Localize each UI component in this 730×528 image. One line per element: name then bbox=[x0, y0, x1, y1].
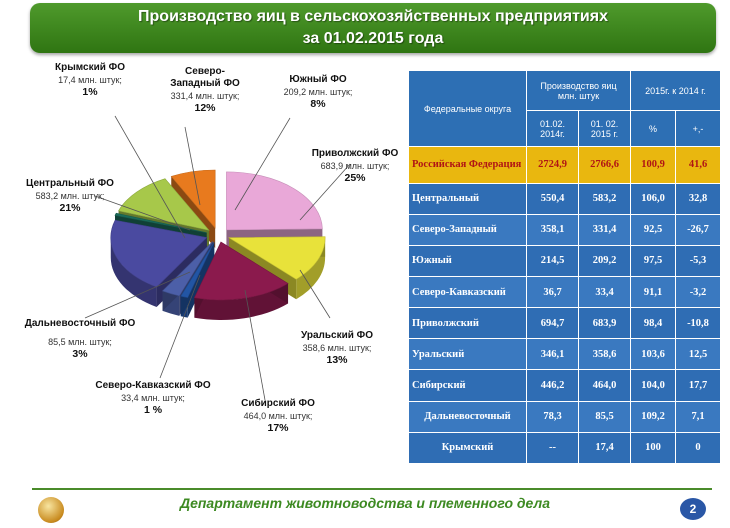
leader-line bbox=[234, 117, 291, 211]
cell-pct: 98,4 bbox=[630, 307, 676, 340]
cell-pct: 100 bbox=[630, 431, 676, 465]
cell-2015: 209,2 bbox=[578, 244, 631, 278]
page-number-badge: 2 bbox=[680, 498, 706, 520]
pie-chart bbox=[84, 115, 351, 401]
table-row: Дальневосточный 78,3 85,5 109,2 7,1 bbox=[408, 400, 722, 433]
cell-district: Приволжский bbox=[408, 307, 527, 340]
cell-2014: -- bbox=[526, 431, 579, 465]
table-row: Центральный 550,4 583,2 106,0 32,8 bbox=[408, 182, 722, 215]
label-privolzhsky: Приволжский ФО 683,9 млн. штук; 25% bbox=[311, 148, 399, 184]
cell-district: Российская Федерация bbox=[408, 146, 527, 184]
title-line-1: Производство яиц в сельскохозяйственных … bbox=[138, 8, 608, 25]
ministry-logo-icon bbox=[38, 497, 64, 523]
header-compare: 2015г. к 2014 г. bbox=[629, 69, 722, 112]
subheader-2014: 01.02. 2014г. bbox=[526, 110, 579, 148]
leader-line bbox=[94, 195, 191, 231]
cell-2015: 33,4 bbox=[578, 276, 631, 309]
footer-divider bbox=[32, 488, 712, 490]
cell-pct: 92,5 bbox=[630, 213, 676, 246]
cell-pct: 104,0 bbox=[630, 369, 676, 402]
table-row-total: Российская Федерация 2724,9 2766,6 100,9 41,… bbox=[408, 146, 722, 184]
subheader-diff: +,- bbox=[674, 110, 722, 148]
cell-2014: 36,7 bbox=[526, 276, 579, 309]
cell-diff: -3,2 bbox=[674, 276, 722, 309]
cell-2015: 2766,6 bbox=[578, 146, 631, 184]
cell-2015: 583,2 bbox=[578, 182, 631, 215]
cell-district: Северо-Кавказский bbox=[408, 276, 527, 309]
cell-pct: 109,2 bbox=[630, 400, 676, 433]
cell-district: Северо-Западный bbox=[408, 213, 527, 246]
cell-diff: -26,7 bbox=[674, 213, 722, 246]
leader-line bbox=[299, 269, 331, 319]
title-line-2: за 01.02.2015 года bbox=[302, 30, 444, 47]
cell-pct: 97,5 bbox=[630, 244, 676, 278]
subheader-pct: % bbox=[630, 110, 676, 148]
label-centralny: Центральный ФО 583,2 млн. штук; 21% bbox=[26, 178, 114, 214]
pie-slice bbox=[180, 241, 215, 318]
cell-2014: 346,1 bbox=[526, 338, 579, 371]
cell-diff: -5,3 bbox=[674, 244, 722, 278]
cell-2015: 17,4 bbox=[578, 431, 631, 465]
cell-district: Центральный bbox=[408, 182, 527, 215]
pie-slice bbox=[193, 241, 289, 320]
leader-line bbox=[114, 115, 186, 239]
cell-2014: 694,7 bbox=[526, 307, 579, 340]
cell-pct: 106,0 bbox=[630, 182, 676, 215]
data-table: Федеральные округа Производство яиц млн.… bbox=[408, 69, 722, 465]
label-sibirsky: Сибирский ФО 464,0 млн. штук; 17% bbox=[241, 398, 315, 434]
cell-district: Южный bbox=[408, 244, 527, 278]
label-sev-zapad: Северо- Западный ФО 331,4 млн. штук; 12% bbox=[170, 66, 240, 114]
cell-diff: 12,5 bbox=[674, 338, 722, 371]
label-yuzhny: Южный ФО 209,2 млн. штук; 8% bbox=[283, 74, 353, 110]
label-dalnevost: Дальневосточный ФО 85,5 млн. штук; 3% bbox=[24, 318, 136, 360]
cell-pct: 91,1 bbox=[630, 276, 676, 309]
table-row: Северо-Западный 358,1 331,4 92,5 -26,7 bbox=[408, 213, 722, 246]
cell-2014: 214,5 bbox=[526, 244, 579, 278]
table-row: Крымский -- 17,4 100 0 bbox=[408, 431, 722, 465]
header-production: Производство яиц млн. штук bbox=[526, 69, 631, 112]
leader-line bbox=[184, 126, 201, 206]
cell-diff: 7,1 bbox=[674, 400, 722, 433]
cell-2015: 683,9 bbox=[578, 307, 631, 340]
cell-diff: 17,7 bbox=[674, 369, 722, 402]
cell-district: Уральский bbox=[408, 338, 527, 371]
leader-line bbox=[244, 289, 266, 401]
table-row: Уральский 346,1 358,6 103,6 12,5 bbox=[408, 338, 722, 371]
leader-line bbox=[159, 274, 201, 379]
cell-2015: 85,5 bbox=[578, 400, 631, 433]
cell-pct: 103,6 bbox=[630, 338, 676, 371]
subheader-2015: 01. 02. 2015 г. bbox=[578, 110, 631, 148]
cell-diff: -10,8 bbox=[674, 307, 722, 340]
cell-2015: 464,0 bbox=[578, 369, 631, 402]
cell-diff: 41,6 bbox=[674, 146, 722, 184]
leader-line bbox=[299, 163, 351, 221]
table-row: Приволжский 694,7 683,9 98,4 -10,8 bbox=[408, 307, 722, 340]
title-banner: Производство яиц в сельскохозяйственных … bbox=[30, 3, 716, 53]
header-districts: Федеральные округа bbox=[408, 69, 527, 148]
cell-2014: 446,2 bbox=[526, 369, 579, 402]
label-uralsky: Уральский ФО 358,6 млн. штук; 13% bbox=[301, 330, 373, 366]
footer-department: Департамент животноводства и племенного … bbox=[179, 495, 550, 511]
cell-2014: 550,4 bbox=[526, 182, 579, 215]
table-row: Южный 214,5 209,2 97,5 -5,3 bbox=[408, 244, 722, 278]
cell-diff: 32,8 bbox=[674, 182, 722, 215]
cell-2015: 358,6 bbox=[578, 338, 631, 371]
cell-2014: 78,3 bbox=[526, 400, 579, 433]
cell-district: Дальневосточный bbox=[408, 400, 527, 433]
leader-line bbox=[84, 271, 191, 319]
table-row: Сибирский 446,2 464,0 104,0 17,7 bbox=[408, 369, 722, 402]
label-sev-kavkaz: Северо-Кавказский ФО 33,4 млн. штук; 1 % bbox=[95, 380, 211, 416]
cell-district: Сибирский bbox=[408, 369, 527, 402]
cell-diff: 0 bbox=[674, 431, 722, 465]
cell-pct: 100,9 bbox=[630, 146, 676, 184]
cell-2014: 358,1 bbox=[526, 213, 579, 246]
table-row: Северо-Кавказский 36,7 33,4 91,1 -3,2 bbox=[408, 276, 722, 309]
cell-district: Крымский bbox=[408, 431, 527, 465]
cell-2014: 2724,9 bbox=[526, 146, 579, 184]
cell-2015: 331,4 bbox=[578, 213, 631, 246]
label-krymsky: Крымский ФО 17,4 млн. штук; 1% bbox=[55, 62, 125, 98]
